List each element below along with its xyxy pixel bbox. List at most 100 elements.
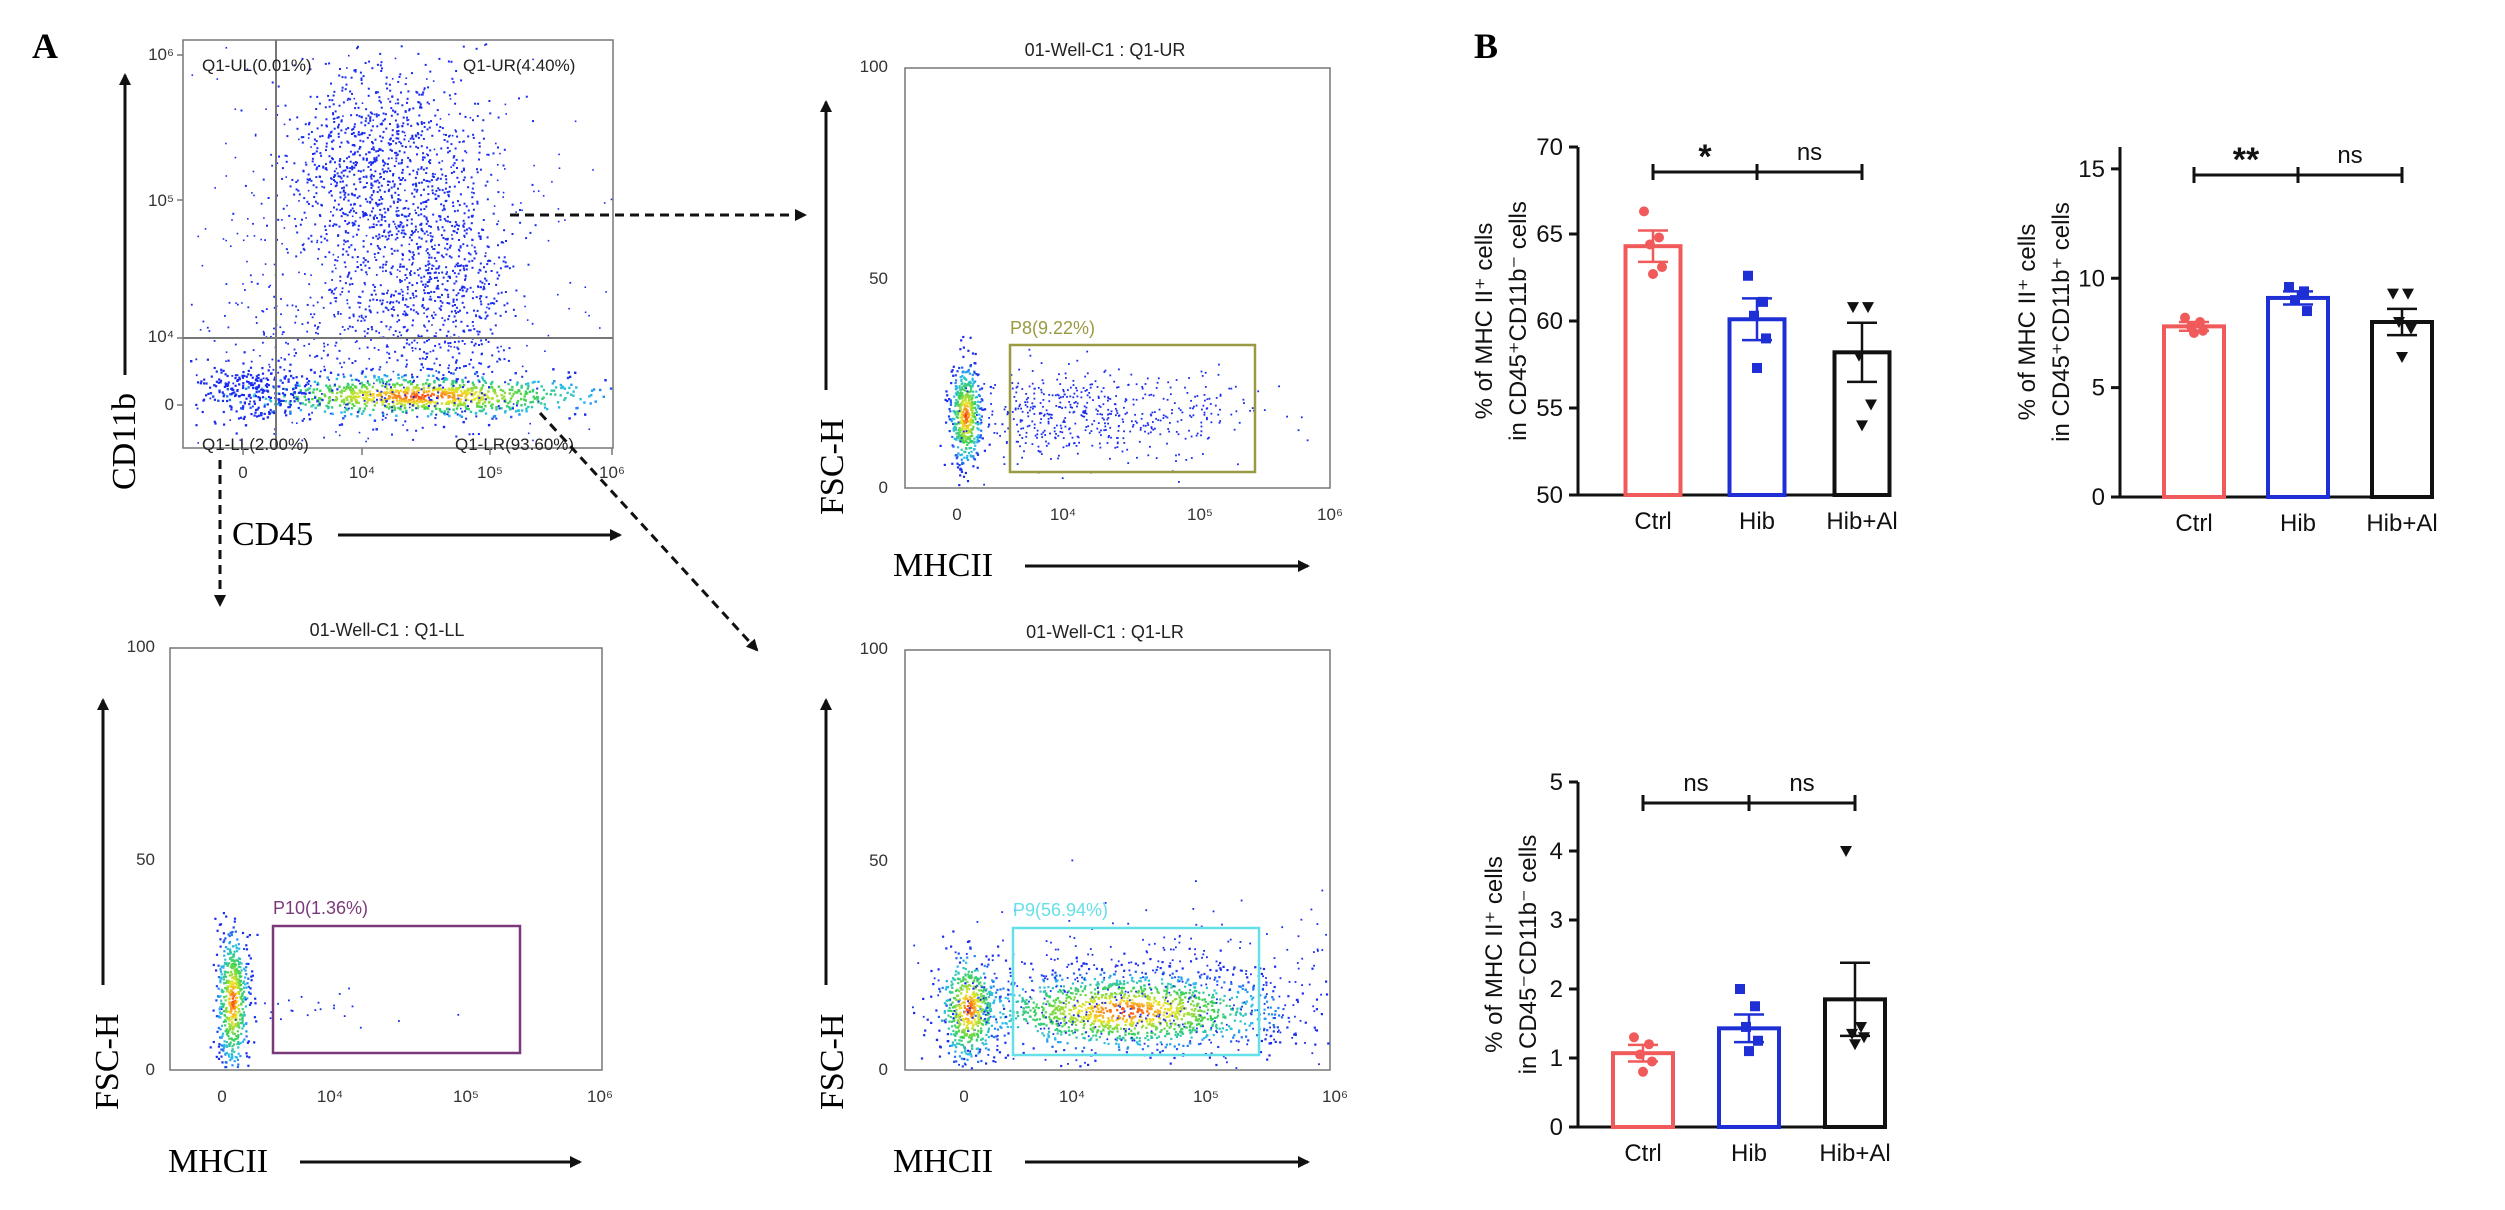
event-dot [1049, 413, 1052, 416]
event-dot [444, 187, 447, 190]
event-dot [964, 371, 967, 374]
event-dot [267, 197, 270, 199]
event-dot [991, 413, 994, 416]
event-dot [223, 1040, 226, 1043]
event-dot [961, 366, 964, 369]
event-dot [363, 132, 366, 135]
event-dot [541, 397, 544, 401]
event-dot [962, 475, 966, 478]
event-dot [982, 408, 985, 411]
event-dot [968, 447, 971, 450]
event-dot [237, 1024, 240, 1027]
event-dot [317, 248, 320, 251]
event-dot [440, 254, 443, 257]
event-dot [230, 965, 233, 968]
event-dot [426, 252, 429, 255]
event-dot [957, 396, 960, 399]
event-dot [1097, 410, 1099, 412]
event-dot [399, 265, 402, 268]
event-dot [400, 91, 402, 94]
event-dot [328, 224, 331, 227]
event-dot [244, 983, 247, 986]
event-dot [217, 976, 220, 979]
event-dot [463, 365, 465, 368]
event-dot [228, 962, 231, 965]
event-dot [334, 259, 337, 262]
event-dot [531, 400, 534, 404]
event-dot [453, 404, 456, 407]
event-dot [436, 395, 439, 398]
event-dot [324, 255, 327, 258]
event-dot [226, 395, 229, 398]
event-dot [225, 979, 228, 982]
event-dot [971, 415, 974, 418]
event-dot [381, 266, 384, 269]
event-dot [1061, 477, 1064, 480]
event-dot [1136, 456, 1138, 459]
event-dot [365, 404, 368, 408]
event-dot [319, 215, 322, 218]
event-dot [1134, 420, 1137, 423]
event-dot [443, 388, 447, 392]
event-dot [415, 392, 418, 396]
event-dot [456, 388, 459, 391]
event-dot [285, 176, 287, 178]
event-dot [956, 462, 959, 465]
event-dot [523, 403, 527, 406]
event-dot [454, 102, 457, 105]
event-dot [351, 326, 354, 329]
event-dot [250, 979, 253, 982]
event-dot [231, 1054, 234, 1057]
event-dot [444, 219, 447, 222]
event-dot [412, 257, 415, 260]
event-dot [245, 973, 248, 976]
event-dot [247, 394, 250, 397]
event-dot [256, 408, 259, 411]
event-dot [950, 370, 953, 373]
event-dot [219, 995, 222, 998]
event-dot [392, 174, 394, 177]
event-dot [239, 401, 242, 404]
event-dot [436, 377, 439, 380]
event-dot [972, 457, 976, 460]
event-dot [375, 274, 378, 276]
event-dot [1135, 383, 1138, 386]
event-dot [960, 401, 963, 404]
event-dot [378, 199, 381, 201]
event-dot [401, 229, 404, 232]
event-dot [486, 263, 489, 266]
event-dot [349, 209, 352, 212]
event-dot [461, 159, 464, 162]
event-dot [1200, 430, 1203, 433]
event-dot [344, 282, 347, 285]
event-dot [383, 216, 386, 218]
event-dot [332, 112, 334, 115]
event-dot [404, 83, 407, 86]
event-dot [344, 88, 347, 91]
event-dot [316, 404, 320, 407]
event-dot [957, 435, 960, 438]
event-dot [279, 379, 282, 382]
event-dot [404, 399, 407, 402]
event-dot [425, 250, 428, 252]
event-dot [247, 218, 249, 220]
event-dot [465, 290, 468, 293]
event-dot [226, 985, 229, 988]
event-dot [359, 296, 362, 299]
event-dot [511, 395, 514, 398]
event-dot [273, 306, 276, 309]
event-dot [470, 399, 474, 402]
event-dot [382, 178, 385, 180]
event-dot [397, 373, 400, 376]
event-dot [342, 417, 345, 420]
event-dot [360, 121, 363, 124]
event-dot [599, 388, 602, 392]
event-dot [476, 168, 478, 171]
event-dot [450, 60, 453, 63]
event-dot [516, 402, 519, 405]
event-dot [352, 315, 355, 318]
event-dot [502, 196, 504, 198]
event-dot [362, 261, 365, 264]
event-dot [357, 133, 360, 136]
event-dot [977, 423, 980, 426]
